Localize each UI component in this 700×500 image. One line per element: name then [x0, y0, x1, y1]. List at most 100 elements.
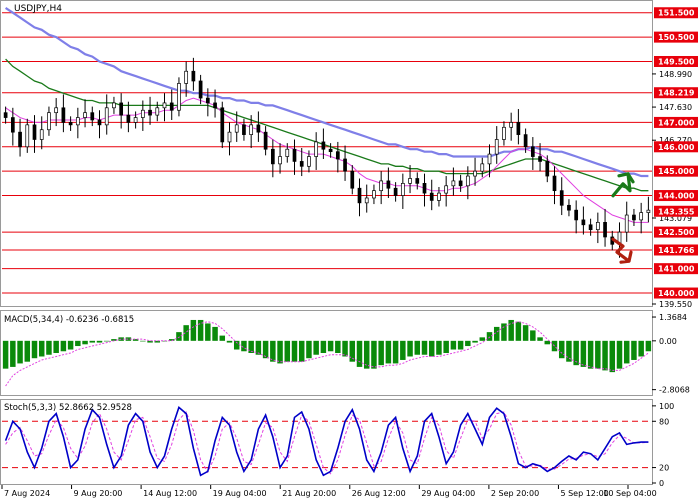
macd-bar	[472, 340, 478, 343]
price-level-box	[654, 55, 698, 67]
price-level-label: 147.000	[658, 118, 695, 127]
macd-bar	[306, 340, 312, 359]
x-tick-label: 10 Sep 04:00	[603, 489, 656, 498]
candle-body	[119, 102, 124, 116]
macd-bar	[421, 340, 428, 355]
candle-body	[198, 80, 203, 99]
candle-body	[357, 187, 362, 204]
macd-bar	[371, 340, 377, 369]
macd-bar	[255, 340, 262, 355]
macd-bar	[631, 340, 637, 360]
price-tick-label: 148.990	[659, 70, 692, 79]
macd-bar	[436, 340, 442, 355]
candle-body	[83, 112, 87, 118]
macd-bar	[183, 325, 189, 341]
candle-body	[133, 117, 138, 123]
price-level-box	[654, 205, 698, 217]
macd-bar	[161, 340, 168, 342]
macd-bar	[558, 340, 565, 359]
candle-body	[32, 124, 37, 140]
candle-body	[559, 190, 564, 206]
macd-bar	[233, 340, 240, 350]
price-tick-label: 143.079	[659, 214, 692, 223]
candle-body	[307, 156, 311, 167]
candle-body	[386, 180, 391, 189]
candle-body	[400, 183, 405, 196]
candle-body	[415, 178, 420, 184]
macd-bar	[530, 330, 536, 341]
macd-bar	[573, 340, 579, 366]
candle-body	[47, 112, 51, 131]
chart-title: USDJPY,H4	[14, 4, 62, 14]
macd-tick-label: -2.8068	[659, 386, 690, 395]
price-level-label: 141.766	[658, 246, 695, 255]
macd-bar	[298, 340, 305, 362]
candle-body	[263, 131, 268, 150]
price-level-label: 148.219	[658, 89, 695, 98]
candle-body	[205, 97, 210, 104]
candle-body	[523, 134, 528, 148]
macd-tick-label: 0.00	[659, 337, 677, 346]
macd-label: MACD(5,34,4) -0.6236 -0.6815	[4, 315, 134, 325]
price-level-label: 142.500	[658, 228, 695, 237]
price-tick-label: 147.630	[659, 103, 692, 112]
price-level-label: 144.000	[658, 192, 695, 201]
price-level-box	[654, 244, 698, 256]
candle-body	[451, 180, 456, 187]
macd-bar	[82, 340, 88, 345]
up-arrow-icon-path	[611, 172, 635, 198]
candle-body	[177, 83, 181, 111]
macd-bar	[522, 325, 529, 341]
price-tick-label: 139.550	[659, 300, 692, 309]
candle-body	[516, 122, 521, 135]
macd-bar	[46, 340, 52, 355]
up-arrow-icon	[611, 172, 635, 198]
stoch-k-line	[4, 406, 649, 477]
candle-body	[112, 102, 116, 109]
macd-bar	[609, 340, 616, 373]
price-level-box	[654, 226, 698, 238]
candle-body	[140, 109, 145, 118]
price-level-box	[654, 87, 698, 99]
stoch-label: Stoch(5,3,3) 52.8662 52.9528	[4, 403, 132, 413]
macd-bar	[111, 339, 117, 341]
candle-body	[588, 224, 593, 231]
macd-bar	[176, 332, 182, 341]
x-tick-label: 29 Aug 04:00	[421, 489, 475, 498]
x-tick-label: 9 Aug 20:00	[74, 489, 123, 498]
candle-body	[487, 153, 492, 165]
candle-body	[581, 219, 586, 226]
candle-body	[538, 156, 542, 162]
candle-body	[509, 122, 514, 128]
macd-bar	[248, 340, 254, 353]
price-panel	[0, 0, 653, 307]
candle-body	[458, 180, 463, 187]
x-tick-label: 19 Aug 04:00	[213, 489, 267, 498]
macd-bar	[515, 321, 522, 341]
ma-fast-line	[5, 97, 649, 223]
macd-bar	[493, 326, 500, 341]
candle-body	[68, 122, 73, 126]
candle-body	[639, 212, 644, 221]
candle-body	[220, 107, 225, 143]
price-level-box	[654, 116, 698, 128]
macd-bar	[241, 340, 247, 352]
candle-body	[90, 112, 95, 121]
macd-bar	[587, 340, 594, 369]
macd-bar	[414, 340, 421, 355]
price-level-label: 149.500	[658, 57, 695, 66]
candle-body	[328, 148, 333, 153]
macd-bar	[125, 337, 132, 341]
price-level-label: 146.000	[658, 143, 695, 152]
macd-bar	[168, 339, 175, 341]
macd-bar	[313, 340, 319, 355]
macd-bar	[363, 340, 370, 369]
candle-body	[184, 70, 189, 84]
price-level-box	[654, 263, 698, 275]
macd-bar	[378, 340, 384, 366]
macd-bar	[320, 340, 327, 353]
candle-body	[39, 129, 44, 140]
macd-bar	[508, 319, 514, 341]
candle-body	[54, 107, 59, 114]
macd-bar	[60, 340, 67, 352]
